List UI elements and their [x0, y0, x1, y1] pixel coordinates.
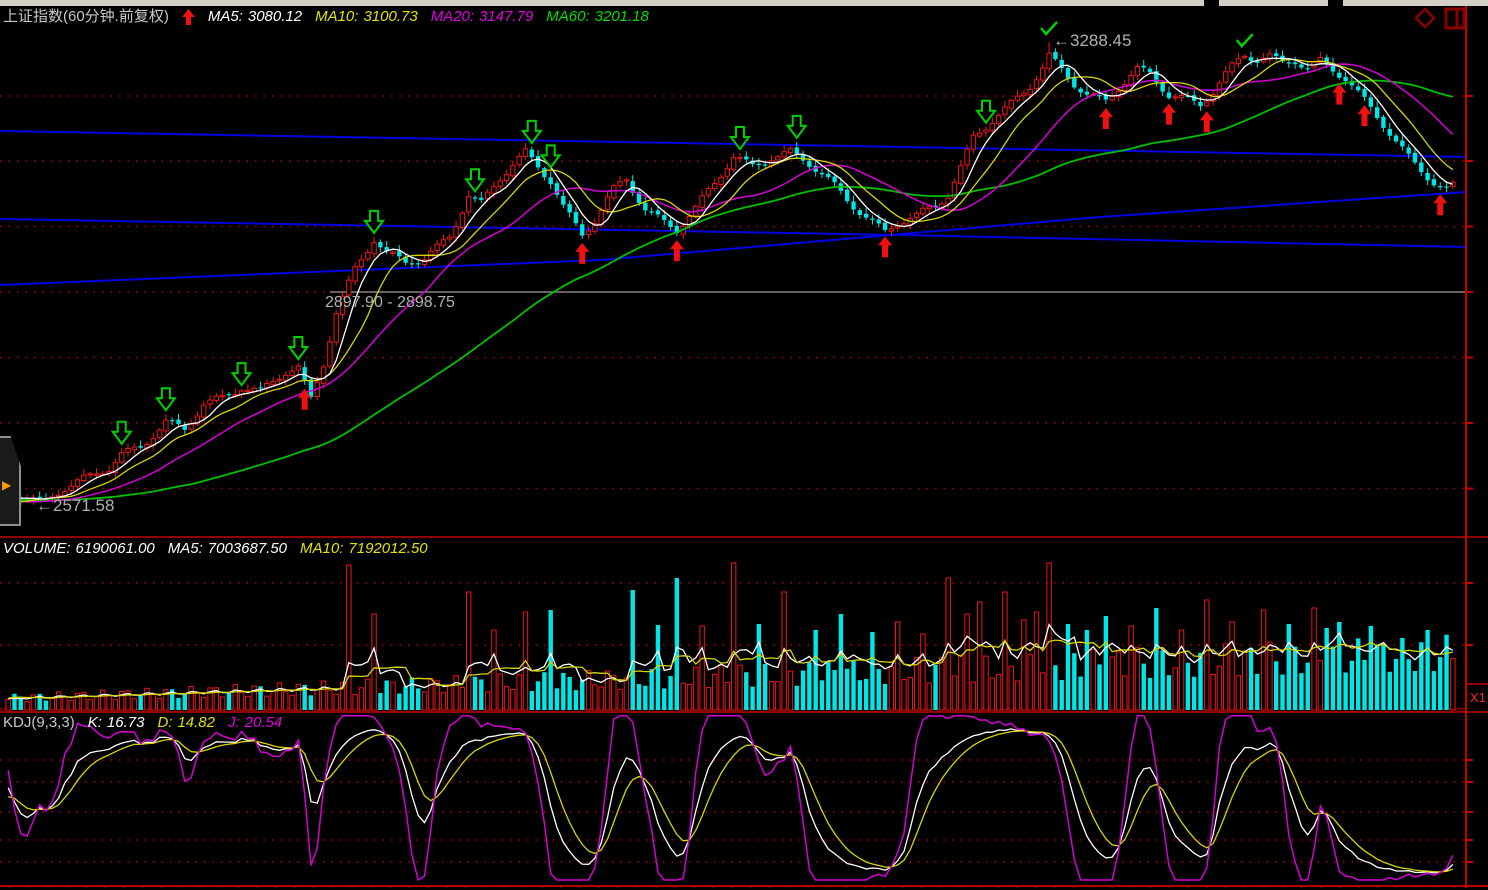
volume-readout: VOLUME: 6190061.00 [3, 540, 155, 557]
ma20-readout: MA20: 3147.79 [430, 8, 534, 25]
kdj-k-readout: K: 16.73 [87, 714, 145, 731]
diamond-icon[interactable] [1414, 7, 1436, 29]
volume-ma5-readout: MA5: 7003687.50 [167, 540, 288, 557]
expand-arrow-icon: ▶ [2, 478, 12, 492]
strip-notch [1204, 0, 1219, 6]
kdj-panel-header: KDJ(9,3,3) K: 16.73 D: 14.82 J: 20.54 [3, 714, 282, 732]
window-top-strip [0, 0, 1488, 6]
strip-notch [1328, 0, 1343, 6]
ma10-readout: MA10: 3100.73 [315, 8, 418, 25]
window-restore-icon[interactable] [1444, 7, 1468, 31]
peak-price-annotation: ←3288.45 [1053, 31, 1132, 50]
sidebar-expand-handle[interactable]: ▶ [0, 436, 21, 526]
window-controls [1414, 7, 1468, 31]
ma5-readout: MA5: 3080.12 [207, 8, 303, 25]
volume-axis-multiplier: X1 [1470, 690, 1486, 705]
up-arrow-icon [181, 9, 195, 25]
bottom-edge [0, 888, 1488, 890]
kdj-j-readout: J: 20.54 [227, 714, 283, 731]
volume-ma10-readout: MA10: 7192012.50 [300, 540, 428, 557]
ma60-readout: MA60: 3201.18 [546, 8, 649, 25]
kdj-d-readout: D: 14.82 [157, 714, 215, 731]
volume-panel-header: VOLUME: 6190061.00 MA5: 7003687.50 MA10: 71… [3, 540, 428, 558]
symbol-title[interactable]: 上证指数(60分钟.前复权) [3, 8, 169, 25]
kdj-title[interactable]: KDJ(9,3,3) [3, 714, 75, 731]
gap-range-annotation: 2897.90 - 2898.75 [325, 294, 455, 311]
trough-price-annotation: ←2571.58 [36, 496, 115, 515]
main-chart-header: 上证指数(60分钟.前复权) MA5: 3080.12 MA10: 3100.73 … [3, 8, 649, 26]
